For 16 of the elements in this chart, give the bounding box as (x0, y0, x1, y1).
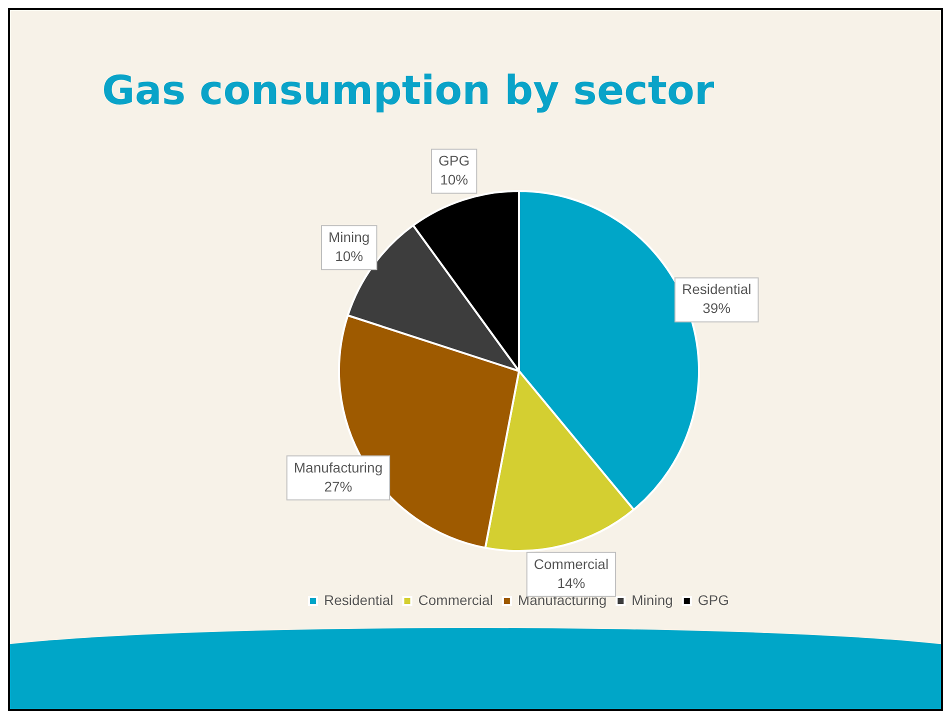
legend-label: Manufacturing (518, 592, 607, 608)
data-label: 14% (557, 574, 586, 591)
legend-label: GPG (698, 592, 730, 608)
data-label: 39% (702, 300, 731, 316)
data-label: 10% (440, 172, 468, 188)
legend-label: Commercial (418, 592, 493, 608)
data-label: 27% (324, 478, 352, 494)
slice-label: Manufacturing (294, 459, 383, 476)
data-label: 10% (335, 248, 364, 264)
slice-label: Residential (682, 281, 752, 298)
legend-label: Mining (632, 592, 673, 608)
chart-title: Gas consumption by sector (102, 68, 714, 114)
legend-label: Residential (324, 592, 394, 608)
slice-label: Commercial (534, 556, 609, 572)
slice-label: GPG (438, 152, 470, 169)
slice-label: Mining (328, 228, 370, 245)
